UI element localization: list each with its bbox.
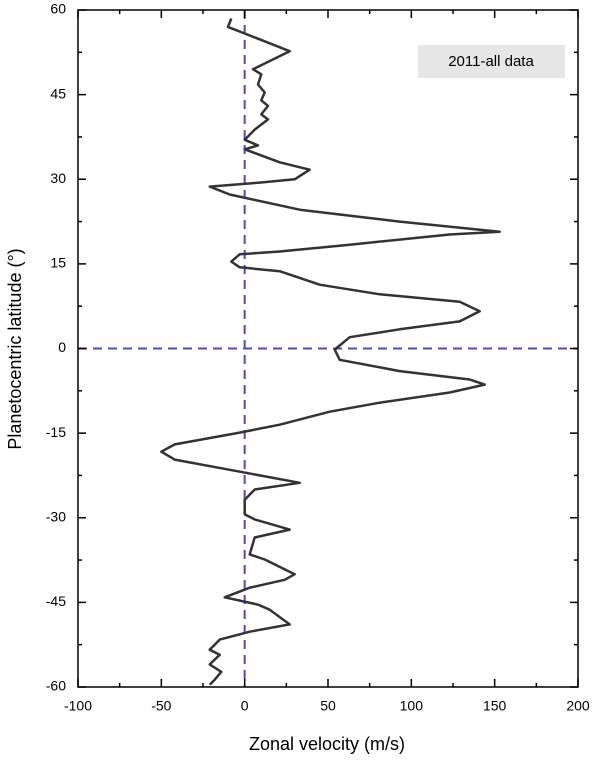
profile-line [160, 18, 501, 686]
y-tick-label: 0 [58, 339, 66, 355]
y-tick-label: -45 [46, 593, 66, 609]
annotation: 2011-all data [448, 53, 534, 70]
x-tick-label: -100 [64, 698, 92, 714]
y-tick-label: 15 [50, 255, 66, 271]
y-tick-label: 45 [50, 85, 66, 101]
x-axis-label: Zonal velocity (m/s) [249, 734, 405, 754]
x-tick-label: 50 [320, 698, 336, 714]
y-axis-label: Planetocentric latitude (°) [5, 248, 25, 449]
y-tick-label: -30 [46, 508, 66, 524]
y-tick-label: -15 [46, 424, 66, 440]
y-tick-label: 60 [50, 1, 66, 17]
x-tick-label: 0 [241, 698, 249, 714]
x-tick-label: -50 [151, 698, 171, 714]
x-tick-label: 150 [483, 698, 507, 714]
y-tick-label: 30 [50, 170, 66, 186]
annotation-box [418, 45, 565, 78]
x-tick-label: 100 [400, 698, 424, 714]
x-tick-label: 200 [566, 698, 590, 714]
y-tick-label: -60 [46, 678, 66, 694]
